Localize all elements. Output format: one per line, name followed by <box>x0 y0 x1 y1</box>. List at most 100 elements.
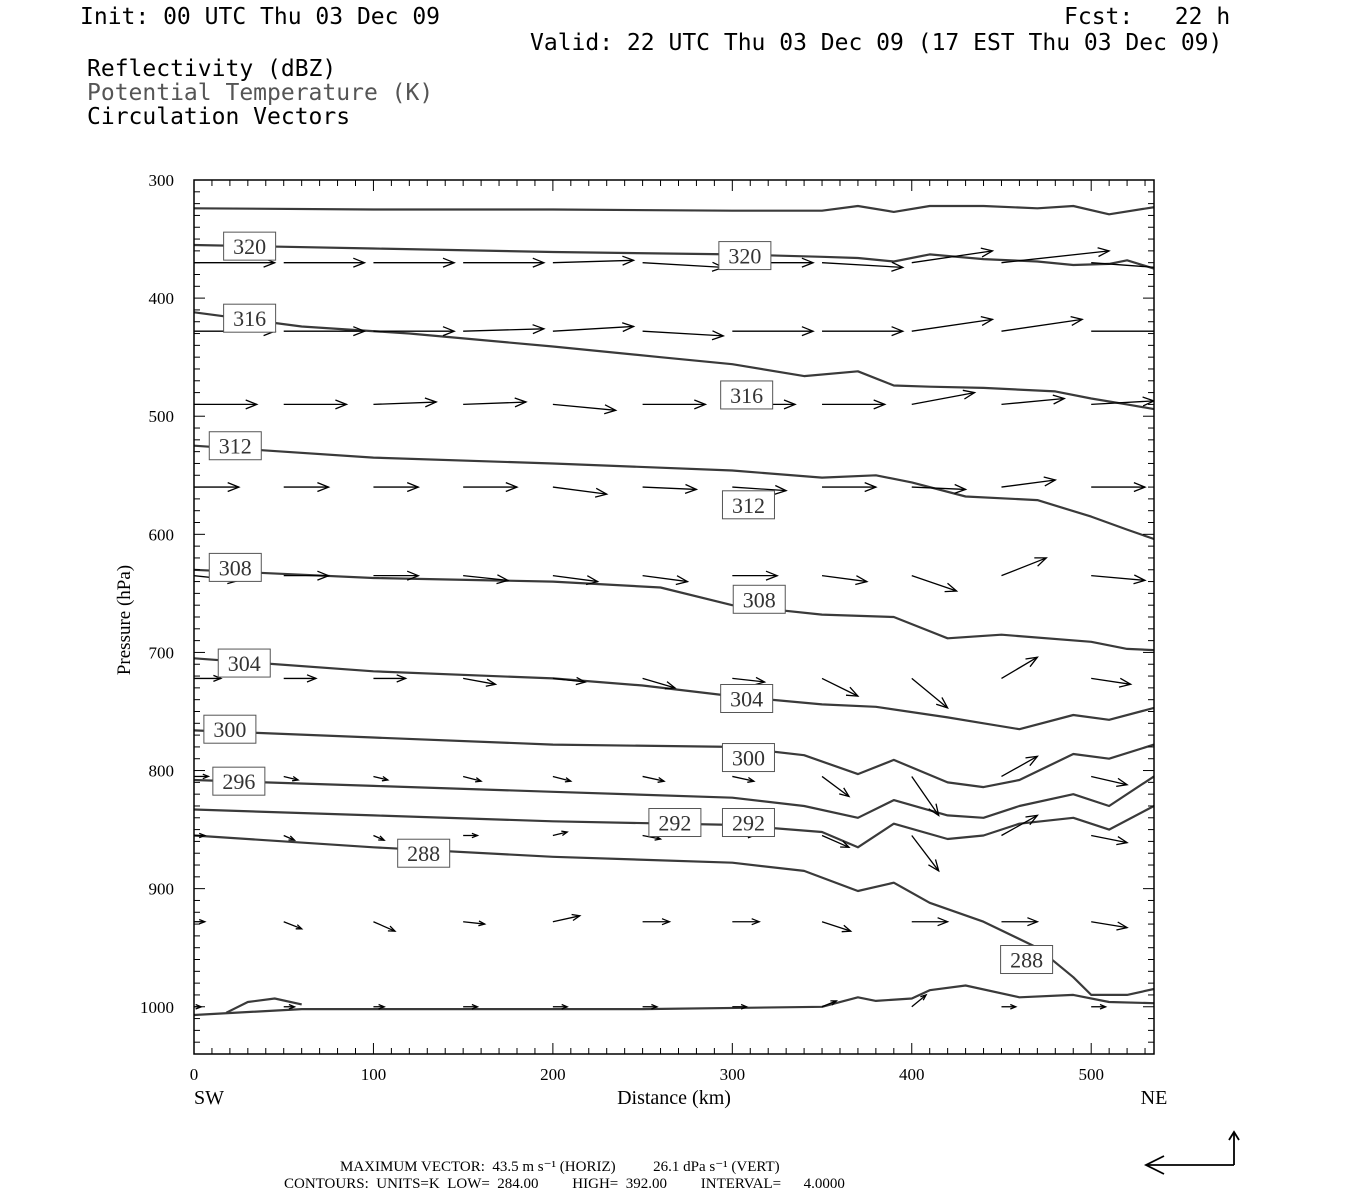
vector-head <box>198 832 207 839</box>
vector-head <box>1116 921 1129 931</box>
vector-shaft <box>373 775 388 781</box>
vector-head <box>801 257 815 268</box>
isentrope-line <box>194 311 1154 411</box>
vector-shaft <box>1091 262 1154 268</box>
vector-head <box>783 399 797 410</box>
circulation-vector <box>642 677 677 690</box>
circulation-vector <box>1001 394 1067 406</box>
vector-head <box>651 1003 659 1010</box>
contour-label: 300 <box>732 746 765 771</box>
vector-head <box>1027 917 1040 927</box>
isentrope-line <box>194 204 1154 216</box>
contour-label-box <box>721 808 775 838</box>
vector-head <box>891 261 905 272</box>
circulation-vector <box>911 677 949 710</box>
vector-head <box>406 570 421 581</box>
vector-shaft <box>642 486 697 491</box>
vector-shaft <box>642 575 688 583</box>
vector-head <box>594 487 609 498</box>
circulation-vector <box>911 993 928 1008</box>
vector-head <box>561 1003 569 1010</box>
x-end-label-sw: SW <box>194 1087 224 1109</box>
circulation-vector <box>732 570 779 581</box>
vector-head <box>740 1003 749 1010</box>
vector-shaft <box>821 834 850 848</box>
field-potential-temperature: Potential Temperature (K) <box>87 80 434 106</box>
circulation-vector <box>463 832 480 839</box>
contour-label-box <box>223 231 277 261</box>
x-tick-label: 200 <box>540 1065 566 1084</box>
isentrope-line <box>194 729 1154 789</box>
vector-head <box>661 918 672 926</box>
y-tick-label: 800 <box>149 762 175 781</box>
contour-label-box <box>718 241 772 271</box>
circulation-vector <box>373 481 421 493</box>
vector-shaft <box>911 486 966 491</box>
init-time: Init: 00 UTC Thu 03 Dec 09 <box>80 4 441 30</box>
vector-head <box>561 830 569 837</box>
circulation-vector <box>1091 574 1147 585</box>
vector-head <box>1052 394 1067 405</box>
circulation-vector <box>552 322 636 333</box>
circulation-vector <box>642 775 666 783</box>
circulation-vector <box>462 775 483 783</box>
circulation-vector <box>463 1003 480 1010</box>
x-end-label-ne: NE <box>1141 1087 1168 1109</box>
vector-head <box>755 676 767 686</box>
contour-label-box <box>721 743 775 773</box>
vector-head <box>442 326 456 337</box>
circulation-vector <box>1001 755 1039 778</box>
vector-shaft <box>552 259 634 264</box>
circulation-vector <box>552 676 587 686</box>
y-tick-label: 700 <box>149 643 175 662</box>
circulation-vector <box>732 775 756 783</box>
circulation-vector <box>283 674 318 683</box>
circulation-vector <box>1091 396 1154 407</box>
circulation-vector <box>911 247 995 264</box>
vector-shaft <box>463 921 485 925</box>
isentrope-line <box>194 568 1154 652</box>
vector-head <box>1025 755 1039 767</box>
x-tick-label: 400 <box>899 1065 925 1084</box>
contour-label: 320 <box>233 234 266 259</box>
vector-shaft <box>911 250 993 264</box>
vector-shaft <box>911 677 949 709</box>
vector-shaft <box>1001 250 1110 264</box>
vector-head <box>684 483 699 495</box>
vector-shaft <box>283 775 299 781</box>
vector-shaft <box>1091 677 1131 685</box>
vector-shaft <box>463 328 544 332</box>
circulation-vector <box>194 832 207 839</box>
vector-head <box>424 397 438 408</box>
x-tick-label: 0 <box>190 1065 199 1084</box>
vector-shaft <box>642 330 724 337</box>
vector-head <box>936 697 949 710</box>
forecast-hour: Fcst: 22 h <box>1064 4 1231 30</box>
circulation-vector <box>373 775 390 782</box>
circulation-vector <box>732 326 815 337</box>
contour-label-box <box>648 808 702 838</box>
contour-label-box <box>720 380 774 410</box>
vector-shaft <box>463 401 526 406</box>
contour-label-box <box>720 683 774 713</box>
contour-info: CONTOURS: UNITS=K LOW= 284.00 HIGH= 392.… <box>284 1176 845 1192</box>
circulation-vector <box>283 326 367 337</box>
reference-vector-icon <box>1143 1130 1240 1175</box>
vector-head <box>317 481 331 493</box>
x-tick-label: 100 <box>361 1065 387 1084</box>
circulation-vector <box>552 486 609 498</box>
circulation-vector <box>642 1003 659 1010</box>
field-circulation-vectors: Circulation Vectors <box>87 104 351 130</box>
circulation-vector <box>1001 1003 1018 1010</box>
y-axis-title: Pressure (hPa) <box>114 565 135 675</box>
contour-label-layer: 320 320 316 316 312 312 308 308 304 304 300 300 296 2… <box>203 231 1054 975</box>
circulation-vector <box>194 481 241 493</box>
circulation-vector <box>552 775 573 783</box>
plot-frame <box>193 179 1155 1055</box>
contour-label: 296 <box>222 769 255 794</box>
vector-head <box>471 1003 480 1010</box>
vector-head <box>585 575 600 586</box>
vector-head <box>288 1003 297 1010</box>
vector-head <box>442 257 456 268</box>
vector-head <box>1118 677 1133 688</box>
